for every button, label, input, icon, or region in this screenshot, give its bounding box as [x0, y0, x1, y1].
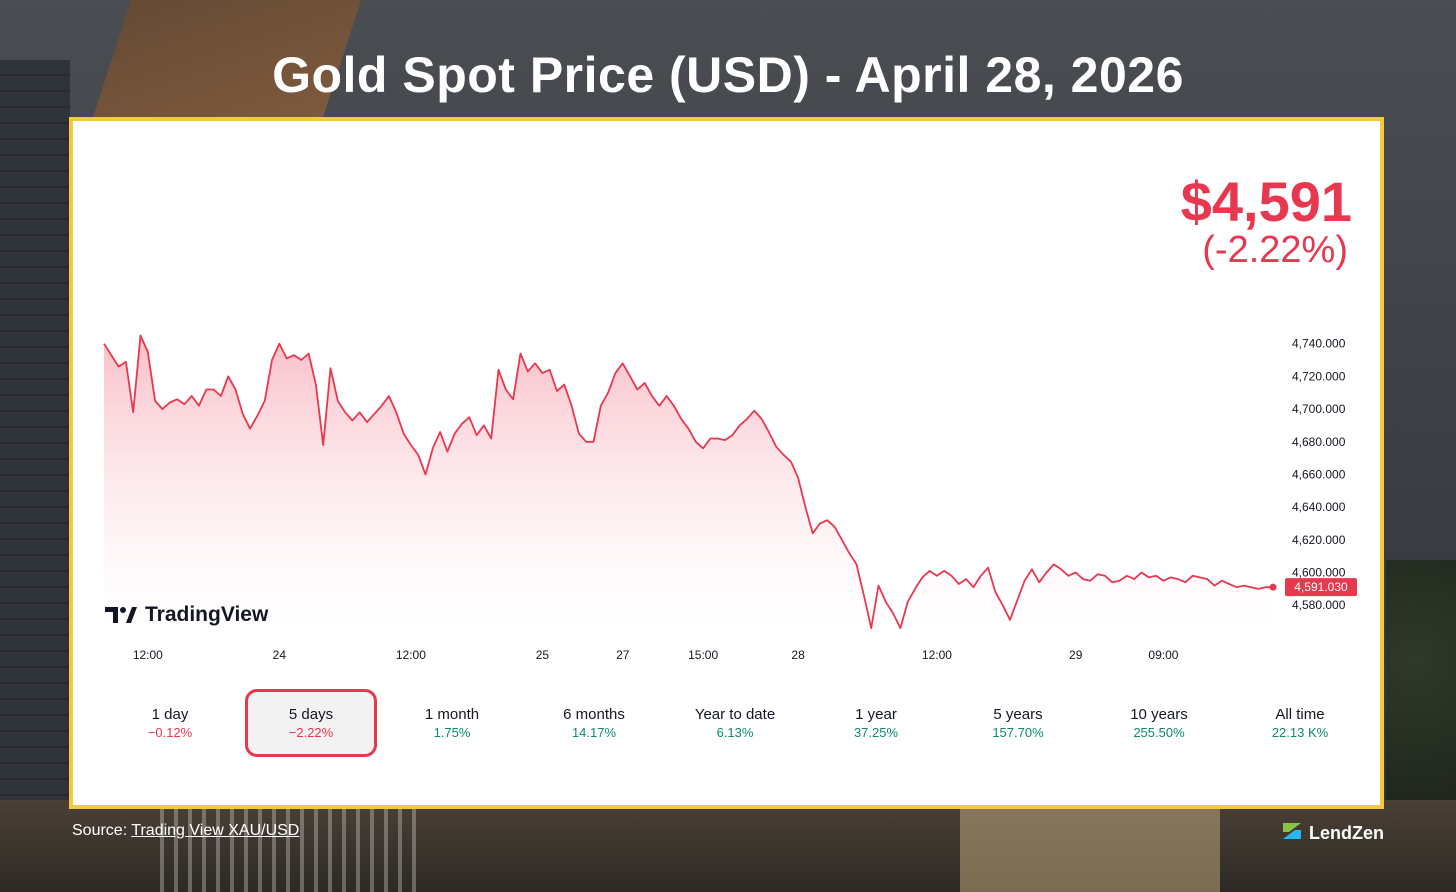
period-option[interactable]: All time 22.13 K% — [1234, 689, 1366, 757]
period-change: 157.70% — [992, 725, 1044, 740]
period-label: 1 year — [855, 706, 897, 723]
price-series-line — [103, 334, 1273, 629]
chart-panel: $4,591 (-2.22%) 4,740.000 4,720.000 4,700.… — [69, 117, 1384, 809]
chart-line-layer — [103, 334, 1273, 629]
period-option[interactable]: 10 years 255.50% — [1093, 689, 1225, 757]
source-credit: Source: Trading View XAU/USD — [72, 822, 299, 840]
y-tick-label: 4,740.000 — [1292, 337, 1346, 351]
period-option[interactable]: 6 months 14.17% — [528, 689, 660, 757]
period-option[interactable]: 1 day −0.12% — [104, 689, 236, 757]
lendzen-brand: LendZen — [1281, 820, 1384, 847]
x-tick-label: 12:00 — [396, 648, 426, 662]
period-option[interactable]: 5 years 157.70% — [952, 689, 1084, 757]
lendzen-logo-icon — [1281, 820, 1303, 847]
last-price-label: 4,591.030 — [1294, 580, 1348, 594]
price-change: (-2.22%) — [1202, 229, 1348, 271]
last-price-badge — [1285, 578, 1357, 597]
x-tick-label: 25 — [536, 648, 550, 662]
last-price-marker: 4,591.030 — [1269, 578, 1357, 597]
y-tick-label: 4,580.000 — [1292, 598, 1346, 612]
period-label: All time — [1275, 706, 1325, 723]
price-area-fill — [104, 335, 1273, 633]
period-label: 5 days — [288, 706, 334, 723]
current-price: $4,591 — [1180, 170, 1352, 233]
price-chart[interactable]: 4,740.000 4,720.000 4,700.000 4,680.000 4,66… — [73, 121, 1380, 721]
y-tick-label: 4,600.000 — [1292, 566, 1346, 580]
period-change: 255.50% — [1133, 725, 1185, 740]
tradingview-logo[interactable]: TradingView — [105, 603, 268, 627]
period-label: 6 months — [563, 706, 625, 723]
y-axis: 4,740.000 4,720.000 4,700.000 4,680.000 4,66… — [1292, 337, 1346, 613]
x-axis: 12:00 24 12:00 25 27 15:00 28 12:00 29 09:00 — [133, 648, 1179, 662]
period-change: 22.13 K% — [1271, 725, 1329, 740]
y-tick-label: 4,620.000 — [1292, 533, 1346, 547]
period-label: 10 years — [1130, 706, 1188, 723]
period-option[interactable]: 1 year 37.25% — [810, 689, 942, 757]
background-house-siding — [0, 60, 70, 892]
period-option[interactable]: 5 days −2.22% — [245, 689, 377, 757]
source-prefix: Source: — [72, 822, 132, 839]
x-tick-label: 27 — [616, 648, 630, 662]
y-tick-label: 4,700.000 — [1292, 402, 1346, 416]
x-tick-label: 12:00 — [133, 648, 163, 662]
background-house-right — [960, 808, 1220, 892]
tradingview-wordmark: TradingView — [145, 603, 269, 626]
period-label: Year to date — [694, 706, 776, 723]
y-tick-label: 4,720.000 — [1292, 369, 1346, 383]
tradingview-logo-icon — [105, 605, 137, 625]
period-option[interactable]: Year to date 6.13% — [669, 689, 801, 757]
x-tick-label: 29 — [1069, 648, 1083, 662]
period-change: −0.12% — [147, 725, 193, 740]
source-link[interactable]: Trading View XAU/USD — [131, 822, 300, 839]
period-label: 1 month — [424, 706, 480, 723]
background-fence — [160, 802, 420, 892]
period-label: 5 years — [993, 706, 1043, 723]
x-tick-label: 15:00 — [688, 648, 718, 662]
x-tick-label: 12:00 — [922, 648, 952, 662]
y-tick-label: 4,680.000 — [1292, 435, 1346, 449]
period-change: 1.75% — [433, 725, 471, 740]
y-tick-label: 4,640.000 — [1292, 500, 1346, 514]
x-tick-label: 09:00 — [1148, 648, 1178, 662]
chart-area-layer — [104, 335, 1273, 633]
last-point-dot — [1269, 583, 1277, 591]
period-selector: 1 day −0.12% 5 days −2.22% 1 month 1.75% 6 mon… — [103, 689, 1353, 759]
period-option[interactable]: 1 month 1.75% — [386, 689, 518, 757]
x-tick-label: 28 — [791, 648, 805, 662]
period-label: 1 day — [151, 706, 189, 723]
lendzen-wordmark: LendZen — [1309, 823, 1384, 843]
page-title: Gold Spot Price (USD) - April 28, 2026 — [272, 47, 1184, 103]
period-change: −2.22% — [288, 725, 334, 740]
y-tick-label: 4,660.000 — [1292, 467, 1346, 481]
period-change: 14.17% — [571, 725, 617, 740]
period-change: 6.13% — [716, 725, 754, 740]
x-tick-label: 24 — [273, 648, 287, 662]
period-change: 37.25% — [853, 725, 899, 740]
